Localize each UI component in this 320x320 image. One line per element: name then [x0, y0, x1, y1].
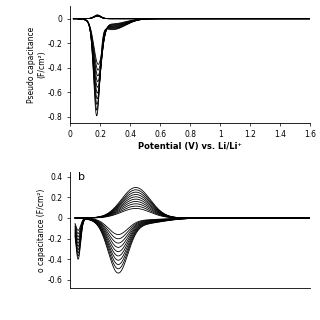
Y-axis label: Pseudo capacitance
(F/cm²): Pseudo capacitance (F/cm²)	[27, 27, 46, 103]
Y-axis label: o capacitance (F/cm²): o capacitance (F/cm²)	[37, 188, 46, 271]
Text: b: b	[78, 172, 85, 182]
X-axis label: Potential (V) vs. Li/Li⁺: Potential (V) vs. Li/Li⁺	[139, 142, 242, 151]
